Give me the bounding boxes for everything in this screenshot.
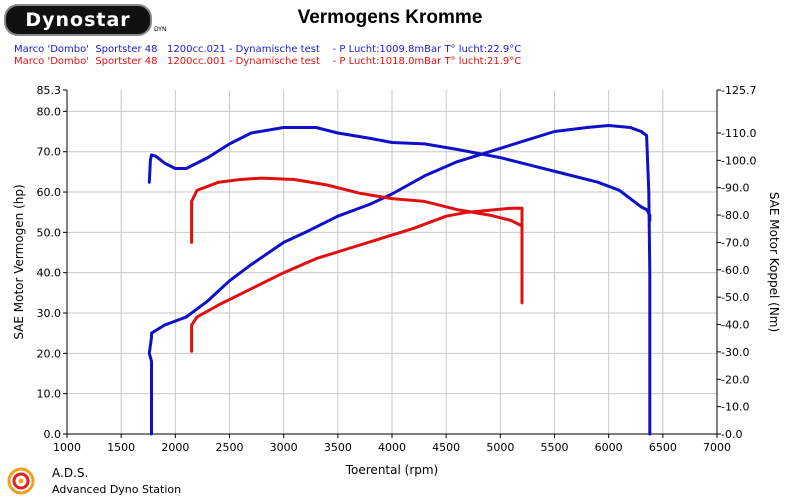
y-tick-label: 20.0 (37, 347, 62, 360)
y-tick-label: 70.0 (37, 146, 62, 159)
y-tick-label: 40.0 (37, 267, 62, 280)
y-tick-label: 85.3 (37, 84, 62, 97)
x-tick-label: 4500 (432, 441, 460, 454)
ads-swirl-icon (7, 467, 35, 495)
chart-title: Vermogens Kromme (297, 7, 483, 28)
x-tick-label: 1500 (107, 441, 135, 454)
run-line-1: Marco 'Dombo' Sportster 48 1200cc.021 - … (14, 44, 522, 55)
x-tick-label: 2500 (216, 441, 244, 454)
series-line-1-power (147, 124, 652, 436)
x-axis-label: Toerental (rpm) (345, 463, 438, 477)
x-tick-label: 6500 (649, 441, 677, 454)
y2-tick-label: -60.0 (721, 264, 749, 277)
y-tick-label: 80.0 (37, 105, 62, 118)
y2-tick-label: -100.0 (721, 154, 756, 167)
x-tick-label: 5000 (486, 441, 514, 454)
y-tick-label: 50.0 (37, 226, 62, 239)
y2-tick-label: -70.0 (721, 236, 749, 249)
y-tick-label: 0.0 (44, 428, 62, 441)
y2-tick-label: -20.0 (721, 373, 749, 386)
series-line-2-torque (147, 126, 652, 222)
x-tick-label: 3500 (324, 441, 352, 454)
ads-title: A.D.S. (52, 466, 89, 480)
x-tick-label: 4000 (378, 441, 406, 454)
x-tick-label: 1000 (53, 441, 81, 454)
run-line-2: Marco 'Dombo' Sportster 48 1200cc.001 - … (14, 56, 522, 67)
y2-tick-label: -10.0 (721, 401, 749, 414)
y2-tick-label: -30.0 (721, 346, 749, 359)
y-tick-label: 60.0 (37, 186, 62, 199)
dynostar-logo: Dynostar (4, 4, 152, 36)
logo-text: Dynostar (25, 9, 131, 31)
y2-tick-label: -90.0 (721, 182, 749, 195)
y-axis-label: SAE Motor Vermogen (hp) (12, 184, 26, 339)
series-line-3-power (190, 206, 524, 353)
y2-tick-label: -50.0 (721, 291, 749, 304)
ads-subtitle: Advanced Dyno Station (52, 483, 182, 496)
y2-tick-label: -0.0 (721, 428, 742, 441)
y-tick-label: 30.0 (37, 307, 62, 320)
logo-mark: DYN (154, 26, 167, 33)
y2-tick-label: -80.0 (721, 209, 749, 222)
x-tick-label: 6000 (595, 441, 623, 454)
y2-tick-label: -40.0 (721, 319, 749, 332)
y2-axis-label: SAE Motor Koppel (Nm) (767, 192, 781, 332)
y-tick-label: 10.0 (37, 388, 62, 401)
series-line-4-torque (190, 176, 524, 244)
y2-tick-label: -110.0 (721, 127, 756, 140)
x-tick-label: 3000 (270, 441, 298, 454)
x-tick-label: 7000 (703, 441, 731, 454)
x-tick-label: 5500 (541, 441, 569, 454)
x-tick-label: 2000 (161, 441, 189, 454)
y2-tick-label: -125.7 (721, 84, 756, 97)
